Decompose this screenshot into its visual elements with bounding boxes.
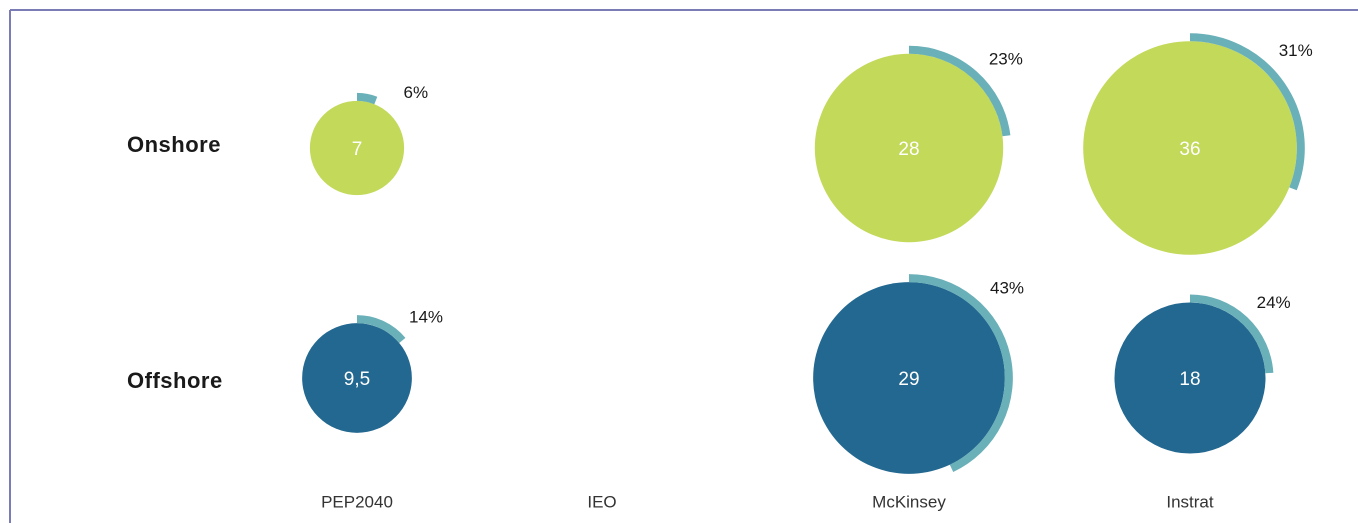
share-arc (1189, 33, 1305, 191)
value-label: 7 (352, 139, 363, 160)
share-arc (908, 45, 1011, 137)
x-tick-label: PEP2040 (321, 492, 393, 511)
bubble (1114, 302, 1266, 454)
share-label: 14% (409, 307, 443, 326)
row-label: Offshore (127, 368, 223, 393)
share-label: 24% (1257, 293, 1291, 312)
value-label: 18 (1179, 369, 1200, 390)
x-tick-label: Instrat (1166, 492, 1214, 511)
value-label: 28 (898, 139, 919, 160)
share-label: 6% (404, 83, 429, 102)
share-arc (356, 92, 378, 105)
bubble (814, 53, 1004, 243)
bubble (1083, 41, 1297, 255)
bubble (302, 323, 412, 433)
value-label: 29 (898, 369, 919, 390)
bubble (813, 282, 1005, 474)
row-label: Onshore (127, 132, 221, 157)
share-arc (908, 274, 1013, 472)
share-label: 23% (989, 50, 1023, 69)
x-tick-label: McKinsey (872, 492, 946, 511)
share-arc (1189, 294, 1274, 374)
value-label: 9,5 (344, 369, 370, 390)
share-label: 43% (990, 278, 1024, 297)
x-tick-label: IEO (587, 492, 616, 511)
share-label: 31% (1279, 41, 1313, 60)
share-arc (356, 315, 406, 344)
value-label: 36 (1179, 139, 1200, 160)
bubble (309, 100, 405, 196)
